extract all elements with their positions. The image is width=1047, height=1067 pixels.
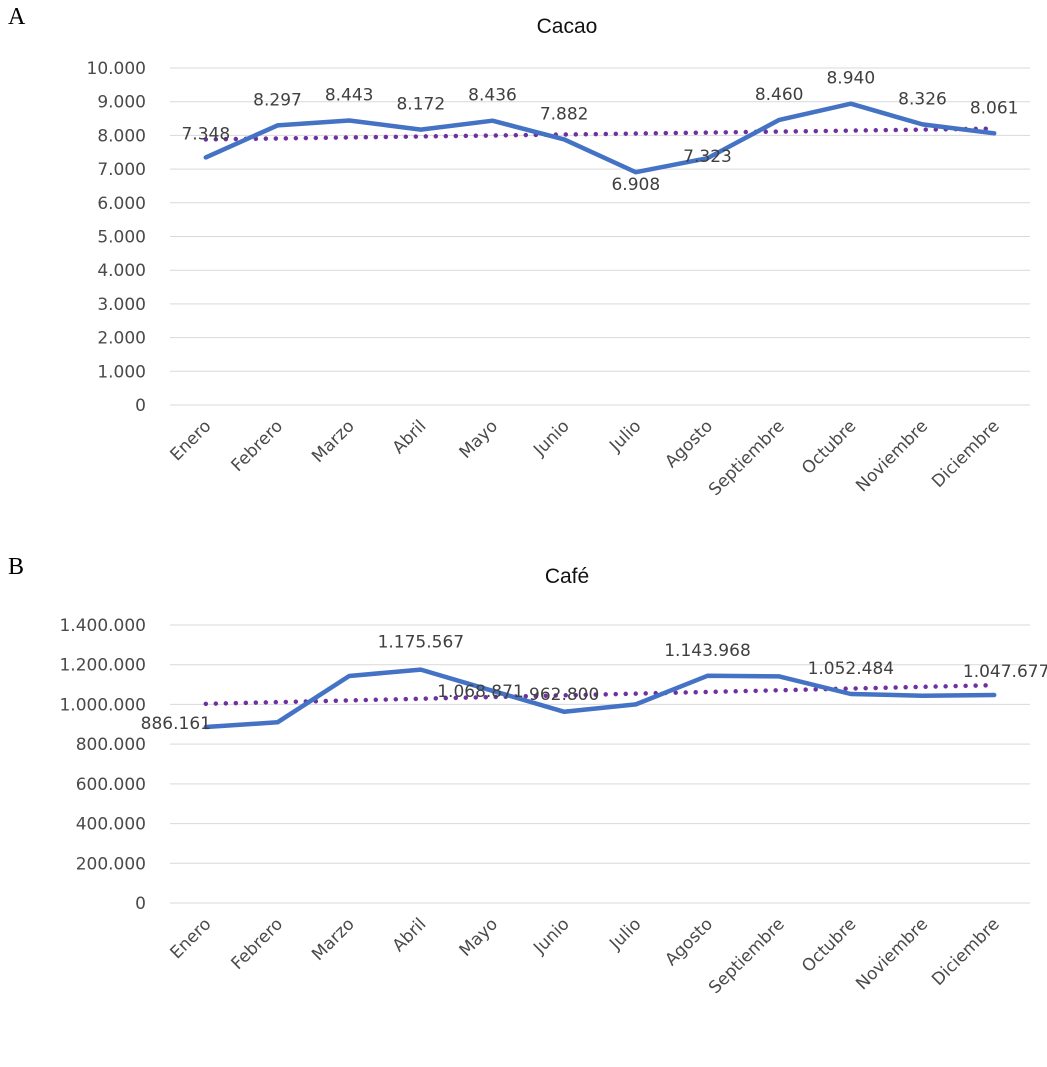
cacao-chart-title: Cacao: [537, 15, 598, 38]
cacao-x-tick-label: Febrero: [227, 416, 287, 476]
cafe-x-tick-label: Julio: [605, 914, 645, 954]
cacao-x-tick-label: Junio: [529, 416, 573, 460]
cafe-x-tick-label: Octubre: [798, 914, 860, 976]
cacao-y-tick-label: 10.000: [87, 59, 146, 79]
cacao-data-label: 7.348: [181, 124, 230, 144]
cacao-y-tick-label: 8.000: [97, 126, 146, 146]
cacao-chart: Cacao 0 1.000 2.000 3.000 4.000 5.000 6.000 7.00…: [87, 15, 1030, 500]
cacao-data-label: 7.882: [540, 104, 589, 124]
cacao-trendline: [203, 126, 997, 142]
cacao-y-tick-label: 7.000: [97, 160, 146, 180]
cacao-data-label: 6.908: [611, 175, 660, 195]
cafe-y-tick-label: 200.000: [76, 854, 146, 874]
cafe-x-tick-label: Marzo: [308, 914, 358, 964]
cacao-x-tick-label: Noviembre: [852, 416, 932, 496]
cafe-trendline: [203, 682, 997, 707]
cafe-x-tick-label: Abril: [389, 914, 431, 956]
cacao-y-tick-label: 6.000: [97, 194, 146, 214]
cacao-data-label: 8.460: [755, 85, 804, 105]
cafe-y-tick-label: 400.000: [76, 815, 146, 835]
cacao-x-tick-label: Septiembre: [705, 416, 789, 500]
cafe-chart: Café 0 200.000 400.000 600.000 800.000 1.000.0…: [59, 565, 1047, 998]
cacao-x-tick-label: Mayo: [456, 416, 502, 462]
cacao-x-tick-label: Marzo: [308, 416, 358, 466]
cafe-data-label: 1.143.968: [664, 641, 751, 661]
cacao-x-tick-label: Octubre: [798, 416, 860, 478]
cafe-x-tick-label: Junio: [529, 914, 573, 958]
cacao-data-label: 8.436: [468, 86, 517, 106]
cafe-x-tick-label: Enero: [167, 914, 216, 963]
cafe-data-label: 1.047.677: [963, 662, 1047, 682]
cacao-data-label: 8.940: [826, 69, 875, 89]
cacao-y-tick-label: 4.000: [97, 261, 146, 281]
cacao-data-label: 8.443: [325, 85, 374, 105]
cacao-data-label: 7.323: [683, 147, 732, 167]
cafe-y-tick-label: 1.000.000: [59, 695, 146, 715]
cacao-y-tick-label: 0: [135, 396, 146, 416]
cacao-y-tick-label: 5.000: [97, 228, 146, 248]
cafe-data-label: 1.052.484: [808, 659, 895, 679]
cafe-x-tick-label: Mayo: [456, 914, 502, 960]
cacao-y-tick-label: 2.000: [97, 329, 146, 349]
cacao-data-label: 8.172: [396, 95, 445, 115]
cafe-data-label: 886.161: [141, 714, 211, 734]
cafe-y-tick-label: 600.000: [76, 775, 146, 795]
cacao-y-tick-label: 9.000: [97, 93, 146, 113]
cacao-x-tick-label: Julio: [605, 416, 645, 456]
panel-letter-a: A: [8, 4, 26, 30]
cacao-x-tick-label: Abril: [389, 416, 431, 458]
cacao-x-tick-label: Diciembre: [928, 416, 1004, 492]
cafe-y-tick-label: 0: [135, 894, 146, 914]
cafe-x-tick-label: Agosto: [661, 914, 717, 970]
cafe-chart-title: Café: [545, 565, 589, 588]
cafe-x-tick-label: Septiembre: [705, 914, 789, 998]
panel-letter-b: B: [8, 554, 25, 580]
chart-panel-cafe: B Café 0 200.000 400.000 600.000 800.000 1.000…: [0, 550, 1047, 1067]
cafe-x-tick-label: Noviembre: [852, 914, 932, 994]
cacao-data-label: 8.326: [898, 89, 947, 109]
cafe-series-line: [203, 667, 997, 730]
cacao-series-line: [203, 101, 997, 175]
cafe-y-tick-label: 1.400.000: [59, 616, 146, 636]
cacao-data-label: 8.297: [253, 90, 302, 110]
cacao-x-tick-label: Agosto: [661, 416, 717, 472]
cafe-x-tick-label: Diciembre: [928, 914, 1004, 990]
cacao-data-label: 8.061: [970, 98, 1019, 118]
chart-panel-cacao: A Cacao 0 1.000 2.000 3.000 4.000 5.000 6.000 7.…: [0, 0, 1047, 530]
cafe-data-label: 1.175.567: [378, 633, 465, 653]
cafe-y-tick-label: 800.000: [76, 735, 146, 755]
cafe-data-label: 1.068.871: [437, 682, 524, 702]
cacao-y-tick-label: 3.000: [97, 295, 146, 315]
cacao-x-tick-label: Enero: [167, 416, 216, 465]
cafe-y-tick-label: 1.200.000: [59, 656, 146, 676]
cafe-data-label: 962.800: [529, 685, 599, 705]
cacao-y-tick-label: 1.000: [97, 362, 146, 382]
cafe-x-tick-label: Febrero: [227, 914, 287, 974]
